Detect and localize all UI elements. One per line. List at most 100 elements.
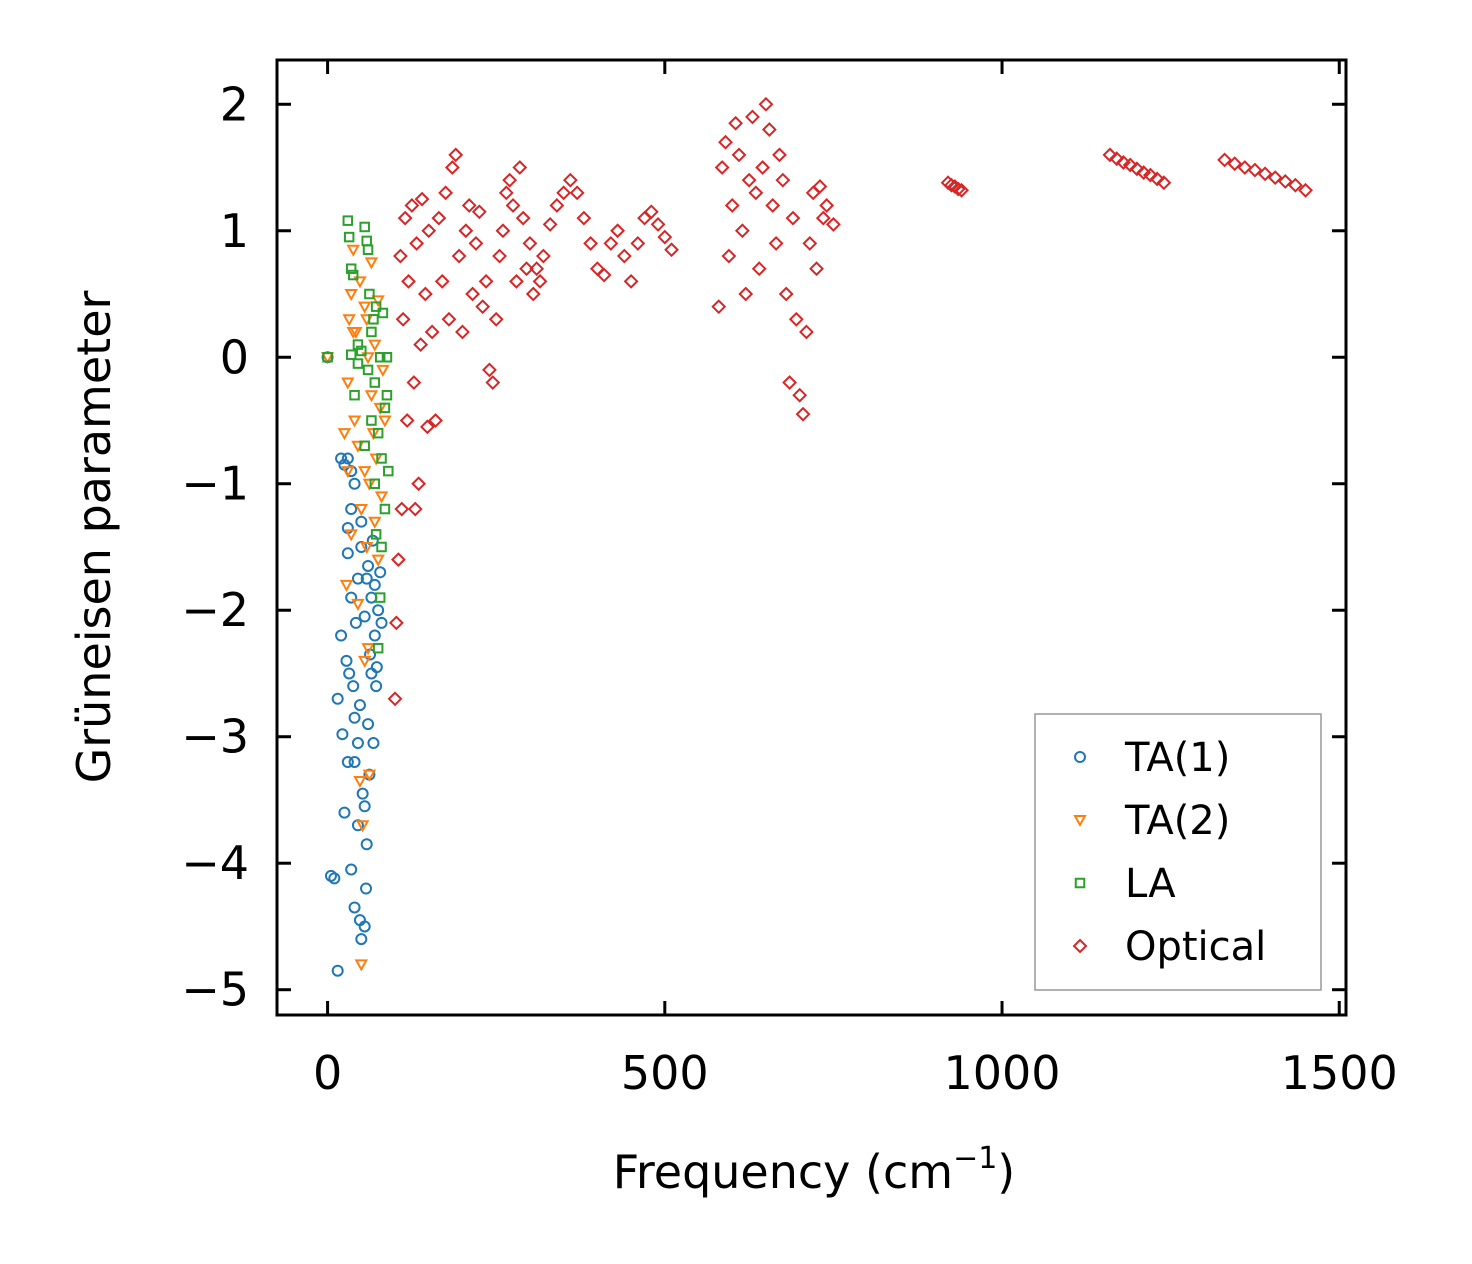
data-point <box>370 529 382 540</box>
x-tick-label: 0 <box>313 1046 342 1100</box>
data-point <box>345 263 357 274</box>
data-point <box>826 217 841 232</box>
data-point <box>341 452 354 465</box>
data-point <box>366 415 377 426</box>
data-point <box>343 231 355 243</box>
data-point <box>482 362 497 378</box>
data-point <box>819 198 835 213</box>
data-point <box>345 349 357 360</box>
x-tick-label: 500 <box>621 1046 709 1100</box>
data-point <box>355 515 368 528</box>
data-point <box>495 223 511 239</box>
data-point <box>354 959 369 972</box>
data-point <box>335 629 348 642</box>
data-point <box>569 185 585 201</box>
data-point <box>471 204 487 220</box>
data-point <box>362 559 375 572</box>
data-marks <box>320 96 1313 977</box>
data-point <box>393 248 408 264</box>
data-point <box>1288 177 1303 193</box>
x-tick-label: 1500 <box>1281 1046 1398 1100</box>
data-point <box>485 375 501 390</box>
data-point <box>1277 174 1293 189</box>
data-point <box>718 134 733 150</box>
data-point <box>1149 171 1165 187</box>
data-point <box>357 301 372 314</box>
data-point <box>502 172 518 188</box>
data-point <box>721 248 737 264</box>
data-point <box>475 299 491 315</box>
data-point <box>455 324 470 340</box>
data-point <box>748 185 764 201</box>
data-point <box>360 541 374 555</box>
data-point <box>509 273 524 289</box>
data-point <box>356 345 367 357</box>
data-point <box>785 210 801 226</box>
y-tick-label: −2 <box>181 583 249 637</box>
data-point <box>375 616 388 629</box>
data-point <box>419 419 435 435</box>
data-point <box>421 223 437 239</box>
data-point <box>346 244 360 257</box>
data-point <box>399 413 415 428</box>
data-point <box>376 453 387 464</box>
legend-marker <box>1072 938 1088 954</box>
data-point <box>438 185 454 201</box>
data-point <box>387 691 403 707</box>
data-point <box>355 933 368 946</box>
data-point <box>368 339 382 352</box>
y-tick-label: −4 <box>181 836 249 890</box>
data-point <box>795 406 811 422</box>
y-tick-label: −3 <box>181 710 249 764</box>
data-point <box>1217 152 1233 168</box>
data-point <box>374 592 386 603</box>
data-point <box>374 566 387 579</box>
data-point <box>328 872 341 885</box>
data-point <box>362 769 377 782</box>
data-point <box>778 286 794 302</box>
data-point <box>1109 151 1125 167</box>
data-point <box>345 591 358 604</box>
data-point <box>505 198 521 213</box>
data-point <box>360 838 373 851</box>
data-point <box>411 476 427 492</box>
data-point <box>1237 160 1253 175</box>
data-point <box>347 680 360 693</box>
data-point <box>782 375 797 390</box>
series-ta-2 <box>320 244 392 972</box>
data-point <box>461 198 477 213</box>
data-point <box>342 314 356 327</box>
data-point <box>556 185 572 201</box>
legend: TA(1) TA(2) LA Optical <box>1034 713 1322 991</box>
data-point <box>388 615 404 631</box>
data-point <box>944 177 959 193</box>
data-point <box>369 478 381 489</box>
data-point <box>335 452 348 465</box>
data-point <box>357 466 372 479</box>
data-point <box>643 204 659 220</box>
data-point <box>371 295 385 308</box>
data-point <box>610 223 626 239</box>
data-point <box>390 552 406 568</box>
data-point <box>346 326 360 340</box>
data-point <box>362 718 375 731</box>
data-point <box>745 109 760 125</box>
data-point <box>351 598 365 611</box>
x-axis-label: Frequency (cm−1) <box>613 1141 1016 1199</box>
data-point <box>331 692 344 705</box>
data-point <box>711 299 727 315</box>
data-point <box>549 198 565 213</box>
data-point <box>349 389 360 401</box>
data-point <box>322 352 333 363</box>
data-point <box>799 324 814 340</box>
data-point <box>338 806 351 819</box>
data-point <box>379 402 391 414</box>
data-point <box>348 711 361 724</box>
data-point <box>381 352 393 363</box>
data-point <box>623 273 639 289</box>
data-point <box>358 920 371 933</box>
data-point <box>650 217 666 232</box>
data-point <box>376 541 387 553</box>
data-point <box>353 699 366 712</box>
data-point <box>347 269 359 281</box>
